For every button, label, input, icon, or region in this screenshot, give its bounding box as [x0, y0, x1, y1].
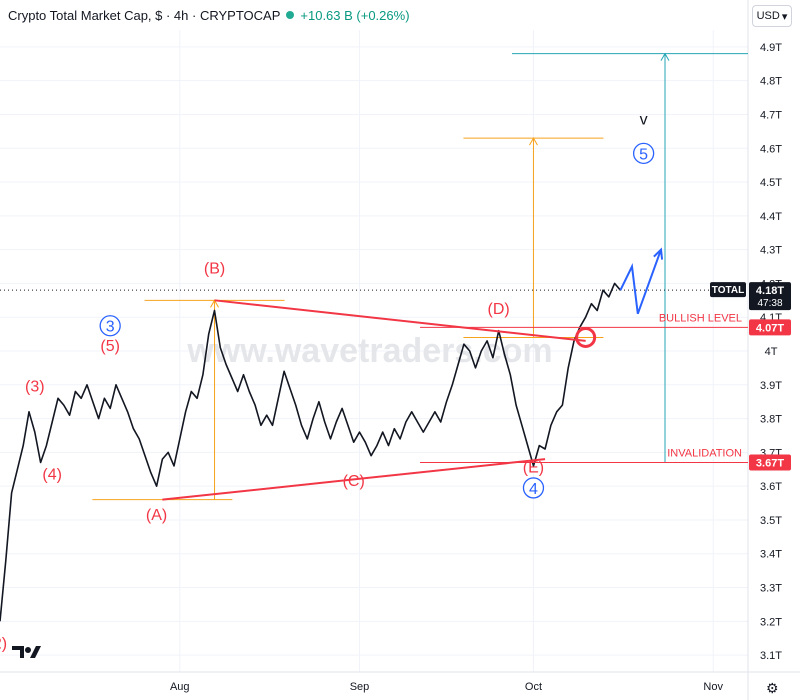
symbol-tag	[710, 282, 746, 298]
y-tick-label: 4T	[765, 346, 778, 358]
chart-header: Crypto Total Market Cap, $ · 4h · CRYPTO…	[0, 0, 410, 30]
watermark-text: www.wavetraders.com	[186, 332, 552, 370]
y-tick-label: 4.7T	[760, 109, 782, 121]
wave-label-circle	[632, 142, 655, 165]
logo-part	[30, 646, 41, 658]
price-change: +10.63 B (+0.26%)	[300, 7, 410, 23]
wave-label: (5)	[100, 338, 120, 355]
level-name: INVALIDATION	[667, 448, 742, 460]
y-tick-label: 4.6T	[760, 143, 782, 155]
y-tick-label: 4.4T	[760, 211, 782, 223]
y-tick-label: 3.2T	[760, 616, 782, 628]
gear-icon[interactable]: ⚙	[766, 680, 779, 696]
triangle-trendline	[162, 458, 546, 501]
y-tick-label: 3.1T	[760, 650, 782, 662]
y-tick-label: 4.3T	[760, 245, 782, 257]
x-tick-label: Sep	[350, 681, 370, 693]
wave-label: (4)	[42, 466, 62, 483]
currency-selector[interactable]: USD ▾	[752, 5, 792, 27]
projection-path	[619, 249, 662, 315]
wave-label: (3)	[25, 379, 45, 396]
y-tick-label: 4.9T	[760, 42, 782, 54]
wave-label: v	[640, 112, 648, 129]
x-tick-label: Aug	[170, 681, 190, 693]
triangle-trendline	[214, 299, 586, 342]
market-open-dot-icon	[286, 11, 295, 19]
wave-label: (A)	[146, 507, 167, 524]
level-price-tag	[749, 454, 791, 471]
x-tick-label: Nov	[703, 681, 723, 693]
y-tick-label: 3.4T	[760, 549, 782, 561]
y-tick-label: 3.9T	[760, 380, 782, 392]
x-tick-label: Oct	[525, 681, 542, 693]
level-price-tag	[749, 319, 791, 336]
wave-label: 2)	[0, 635, 7, 652]
y-tick-label: 4.5T	[760, 177, 782, 189]
y-tick-label: 3.3T	[760, 583, 782, 595]
chevron-down-icon: ▾	[781, 10, 788, 23]
logo-part	[25, 647, 31, 653]
wave-label: (D)	[488, 301, 510, 318]
level-price-text: 3.67T	[756, 458, 784, 470]
y-tick-label: 4.8T	[760, 76, 782, 88]
breakout-circle	[575, 326, 597, 348]
symbol-title[interactable]: Crypto Total Market Cap, $ · 4h · CRYPTO…	[8, 7, 281, 23]
current-price-text: 4.18T	[756, 285, 784, 297]
level-name: BULLISH LEVEL	[659, 312, 742, 324]
measure-arrowhead	[529, 137, 538, 146]
target-arrowhead	[660, 52, 670, 61]
wave-label: 5	[639, 146, 648, 163]
symbol-tag-text: TOTAL	[712, 285, 744, 296]
wave-label: (B)	[204, 260, 225, 277]
wave-label-circle	[522, 477, 545, 499]
price-line	[0, 282, 622, 622]
y-tick-label: 3.6T	[760, 481, 782, 493]
wave-label: (E)	[523, 460, 544, 477]
wave-label: 3	[106, 319, 115, 336]
tradingview-logo-icon	[12, 646, 41, 658]
y-tick-label: 3.8T	[760, 414, 782, 426]
level-price-text: 4.07T	[756, 322, 784, 334]
wave-label-circle	[99, 315, 121, 337]
logo-part	[12, 646, 24, 658]
bar-countdown-text: 47:38	[757, 298, 782, 309]
current-price-tag	[749, 282, 791, 311]
currency-label: USD	[756, 10, 780, 22]
y-tick-label: 3.5T	[760, 515, 782, 527]
projection-arrowhead	[653, 247, 664, 260]
wave-label: (C)	[343, 473, 365, 490]
wave-label: 4	[529, 481, 538, 498]
